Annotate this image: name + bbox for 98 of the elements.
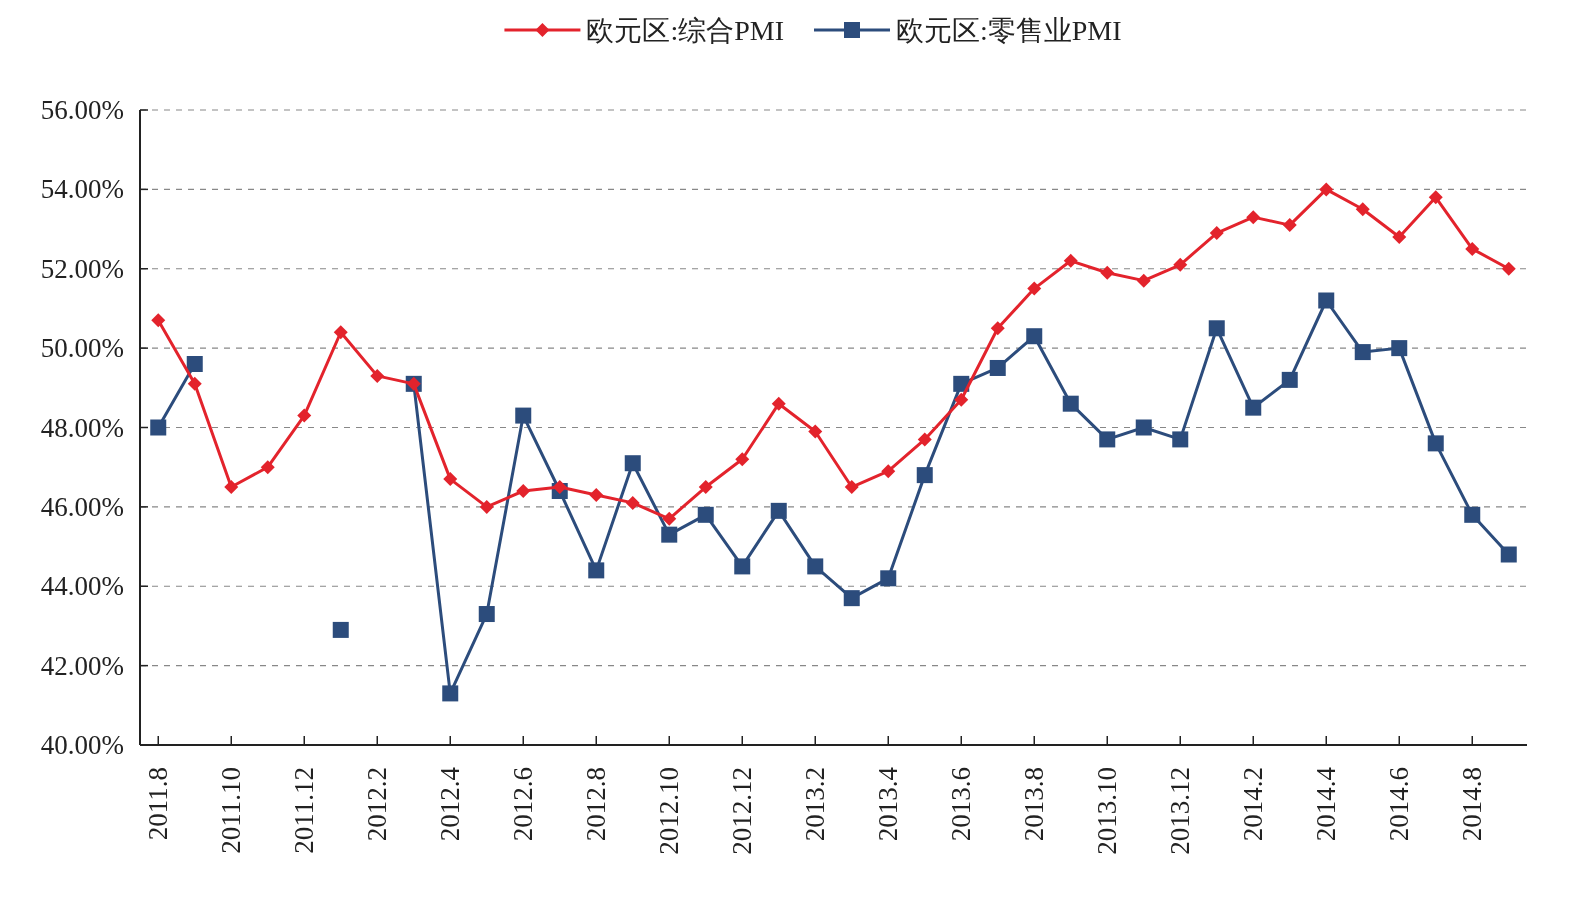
y-tick-label: 46.00% — [40, 491, 124, 522]
point — [1136, 273, 1151, 288]
point — [661, 526, 678, 543]
point — [1099, 431, 1116, 448]
y-tick-label: 56.00% — [40, 95, 124, 125]
point — [1464, 506, 1481, 523]
y-tick-label: 52.00% — [40, 253, 124, 284]
point — [880, 570, 897, 587]
point — [844, 480, 859, 495]
x-tick-label: 2013.10 — [1092, 767, 1123, 855]
x-tick-label: 2014.4 — [1311, 766, 1342, 842]
point — [332, 621, 349, 638]
point — [917, 432, 932, 447]
y-tick-label: 50.00% — [40, 333, 124, 364]
point — [1427, 435, 1444, 452]
x-tick-label: 2013.12 — [1165, 767, 1196, 855]
point — [1500, 546, 1517, 563]
point — [1027, 281, 1042, 296]
point — [370, 368, 385, 383]
y-tick-label: 40.00% — [40, 730, 124, 760]
point — [1465, 241, 1480, 256]
x-tick-label: 2013.4 — [873, 766, 904, 842]
point — [1319, 182, 1334, 197]
point — [770, 502, 787, 519]
y-tick-label: 44.00% — [40, 571, 124, 602]
point — [989, 359, 1006, 376]
point — [187, 376, 202, 391]
point — [625, 495, 640, 510]
point — [588, 562, 605, 579]
point — [1063, 253, 1078, 268]
x-tick-label: 2012.8 — [581, 767, 612, 842]
point — [1354, 344, 1371, 361]
y-tick-label: 42.00% — [40, 650, 124, 681]
point — [990, 321, 1005, 336]
x-tick-label: 2011.10 — [216, 767, 247, 854]
point — [479, 499, 494, 514]
point — [954, 392, 969, 407]
point — [1062, 395, 1079, 412]
point — [186, 356, 203, 372]
point — [916, 467, 933, 484]
x-tick-label: 2014.2 — [1238, 767, 1269, 842]
point — [589, 487, 604, 502]
x-tick-label: 2012.2 — [362, 767, 393, 842]
y-tick-label: 54.00% — [40, 174, 124, 205]
point — [151, 313, 166, 328]
point — [552, 480, 567, 495]
point — [1173, 257, 1188, 272]
point — [478, 606, 495, 623]
point — [443, 472, 458, 487]
point — [150, 419, 167, 436]
point — [1172, 431, 1189, 448]
point — [1246, 210, 1261, 225]
point — [697, 506, 714, 523]
x-tick-label: 2011.8 — [143, 767, 174, 841]
point — [1392, 230, 1407, 244]
point — [1501, 261, 1516, 276]
point — [735, 452, 750, 467]
point — [881, 464, 896, 479]
point — [1282, 218, 1297, 233]
point — [1281, 371, 1298, 388]
point — [516, 484, 531, 498]
point — [734, 558, 751, 575]
point — [843, 590, 860, 607]
point — [333, 325, 348, 340]
point — [808, 424, 823, 439]
point — [1209, 226, 1224, 241]
x-tick-label: 2014.8 — [1457, 767, 1488, 842]
x-tick-label: 2012.10 — [654, 767, 685, 855]
point — [260, 460, 275, 475]
point — [662, 511, 677, 526]
x-tick-label: 2013.2 — [800, 767, 831, 842]
y-tick-label: 48.00% — [40, 412, 124, 443]
x-tick-label: 2013.8 — [1019, 767, 1050, 842]
point — [1318, 292, 1335, 309]
x-tick-label: 2012.6 — [508, 767, 539, 842]
legend-label: 欧元区:零售业PMI — [896, 15, 1122, 46]
point — [1245, 399, 1262, 416]
point — [515, 407, 532, 424]
point — [297, 408, 312, 423]
point — [1100, 265, 1115, 280]
point — [1208, 320, 1225, 337]
point — [1135, 419, 1152, 436]
point — [771, 396, 786, 411]
legend-label: 欧元区:综合PMI — [586, 15, 784, 46]
point — [1428, 190, 1443, 205]
point — [1355, 202, 1370, 217]
x-tick-label: 2013.6 — [946, 767, 977, 842]
point — [624, 455, 641, 472]
point — [1026, 328, 1043, 345]
point — [698, 480, 713, 495]
point — [224, 480, 239, 495]
point — [807, 558, 824, 575]
x-tick-label: 2012.4 — [435, 766, 466, 842]
point — [442, 685, 459, 702]
x-tick-label: 2012.12 — [727, 767, 758, 855]
x-tick-label: 2011.12 — [289, 767, 320, 854]
x-tick-label: 2014.6 — [1384, 767, 1415, 842]
point — [1391, 340, 1408, 357]
